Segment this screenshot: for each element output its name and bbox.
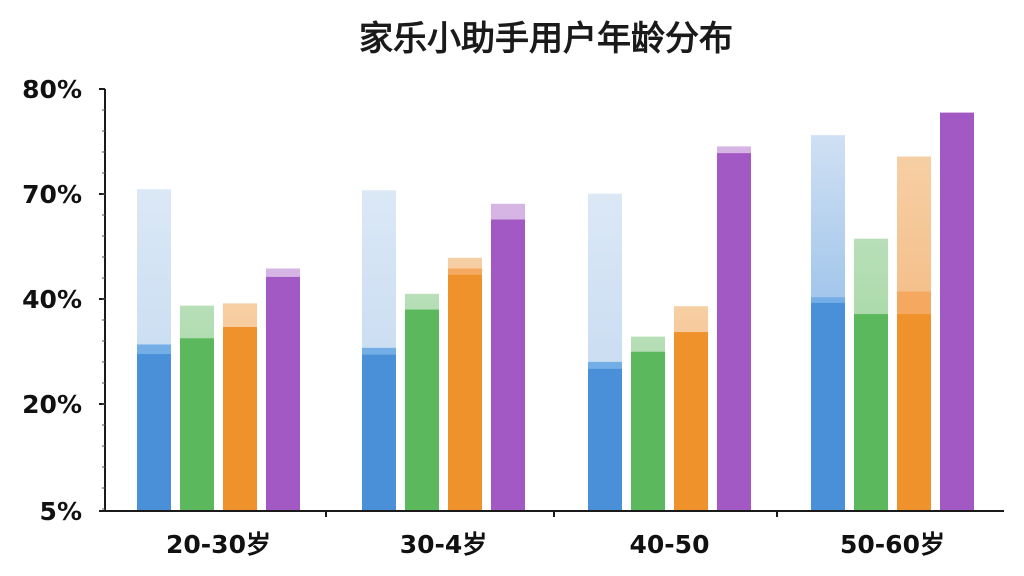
y-tick-label: 80% xyxy=(22,75,82,104)
bar-30-4-series-4 xyxy=(491,219,525,511)
bar-50-60-series-4 xyxy=(940,112,974,511)
bar-band-50-60-series-3 xyxy=(897,291,931,315)
y-tick-label: 70% xyxy=(22,180,82,209)
y-axis: 5% 20% 40% 70% 80% xyxy=(22,75,105,526)
bar-40-50-series-4 xyxy=(717,153,751,512)
value-bars xyxy=(137,112,974,512)
bar-40-50-series-3 xyxy=(674,332,708,511)
chart-title: 家乐小助手用户年龄分布 xyxy=(359,19,733,59)
x-tick-label: 40-50 xyxy=(630,530,710,559)
bar-20-30-series-2 xyxy=(180,338,214,511)
bar-30-4-series-3 xyxy=(448,274,482,511)
bar-20-30-series-4 xyxy=(266,276,300,511)
bar-50-60-series-1 xyxy=(811,302,845,511)
bar-band-50-60-series-1 xyxy=(811,297,845,303)
y-tick-label: 40% xyxy=(22,285,82,314)
bar-band-40-50-series-1 xyxy=(588,361,622,369)
bar-50-60-series-2 xyxy=(854,314,888,511)
x-tick-label: 30-4岁 xyxy=(400,530,488,559)
x-tick-label: 20-30岁 xyxy=(166,530,271,559)
x-axis: 20-30岁 30-4岁 40-50 50-60岁 xyxy=(166,511,945,559)
y-tick-label: 20% xyxy=(22,390,82,419)
y-tick-label: 5% xyxy=(40,497,82,526)
ghost-bars xyxy=(137,112,974,512)
bar-band-30-4-series-1 xyxy=(362,347,396,355)
x-tick-label: 50-60岁 xyxy=(840,530,945,559)
bar-20-30-series-1 xyxy=(137,354,171,511)
bar-band-20-30-series-1 xyxy=(137,344,171,355)
bar-30-4-series-1 xyxy=(362,354,396,511)
bar-30-4-series-2 xyxy=(405,309,439,511)
bar-50-60-series-3 xyxy=(897,314,931,511)
bar-band-30-4-series-3 xyxy=(448,268,482,275)
bar-40-50-series-2 xyxy=(631,351,665,511)
bar-40-50-series-1 xyxy=(588,368,622,511)
bar-20-30-series-3 xyxy=(223,327,257,511)
